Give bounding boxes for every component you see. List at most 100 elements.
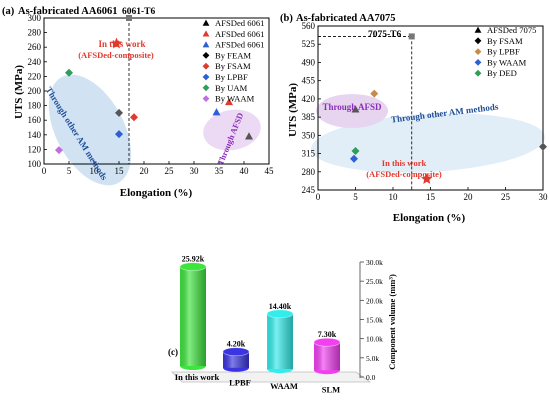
x-tick-label: 40 (240, 166, 250, 176)
point-afsded-6061-red (225, 97, 233, 106)
point-by-fsam (539, 142, 547, 151)
bar-lpbf: 4.20k LPBF (222, 340, 251, 387)
y-tick-label: 350 (302, 130, 316, 140)
afsd-region-a (203, 109, 261, 151)
point-afsded-6061-blue (212, 108, 221, 116)
c-y-tick-label: 30.0k (366, 258, 383, 267)
y-tick-label: 525 (302, 39, 316, 49)
point-by-fsam (130, 113, 138, 122)
y-tick-label: 260 (28, 42, 42, 52)
y-tick-label: 280 (302, 167, 316, 177)
x-tick-label: 10 (389, 192, 399, 202)
point-afsded-7075 (351, 105, 360, 113)
legend-marker-afsded-6061 (202, 19, 210, 26)
other-am-region-a (48, 74, 132, 186)
legend-marker-by-waam (202, 95, 210, 102)
legend-label-by-ded: By DED (487, 68, 517, 78)
other-am-region-b (311, 113, 545, 173)
bar-waam: 14.40k WAAM (266, 302, 298, 391)
x-tick-label: 30 (539, 192, 549, 202)
bar-category-label: WAAM (270, 381, 298, 391)
legend-label-afsded-6061: AFSDed 6061 (215, 40, 264, 50)
legend-marker-afsded-6061 (202, 30, 210, 37)
bar-shading (267, 313, 293, 369)
y-tick-label: 100 (28, 159, 42, 169)
legend-marker-by-uam (202, 84, 210, 92)
c-y-tick-label: 20.0k (366, 296, 383, 305)
y-axis-label-a: UTS (MPa) (13, 65, 25, 119)
bar-top (313, 337, 341, 347)
legend-label-afsded-6061: AFSDed 6061 (215, 18, 264, 28)
panel-c: 0.0 5.0k 10.0k 15.0k 20.0k 25.0k 30.0k 25.92k I… (168, 255, 397, 395)
x-tick-label: 5 (353, 192, 358, 202)
y-tick-label: 240 (28, 57, 42, 67)
bar-category-label: In this work (175, 372, 220, 382)
y-tick-label: 490 (302, 57, 316, 67)
x-tick-label: 0 (42, 166, 47, 176)
point-by-lpbf (370, 89, 379, 98)
legend-label-by-fsam: By FSAM (487, 36, 523, 46)
bar-floor (171, 371, 372, 383)
y-tick-label: 300 (28, 13, 42, 23)
legend-marker-afsded-7075 (474, 26, 482, 33)
y-axis-label-c: Component volume (mm³) (387, 274, 397, 370)
bar-value-label: 7.30k (318, 330, 337, 339)
panel-b-label: (b) (280, 13, 293, 24)
annotation-composite-b: (AFSDed-composite) (366, 169, 442, 179)
c-y-tick-label: 5.0k (366, 354, 379, 363)
y-tick-label: 140 (28, 130, 42, 140)
c-y-tick-label: 0.0 (366, 373, 376, 382)
legend-marker-by-waam (474, 59, 482, 66)
panel-b: (b) As-fabricated AA7075 0 5 10 15 20 25 30 245… (280, 13, 548, 224)
y-tick-label: 385 (302, 112, 316, 122)
legend-marker-by-lpbf (202, 73, 210, 81)
y-tick-label: 245 (302, 185, 316, 195)
x-tick-label: 25 (501, 192, 511, 202)
x-tick-label: 30 (190, 166, 200, 176)
bar-shading (314, 342, 340, 371)
x-tick-label: 20 (464, 192, 474, 202)
y-axis-label-b: UTS (MPa) (287, 83, 299, 137)
point-in-this-work (421, 173, 433, 184)
bar-value-label: 4.20k (227, 340, 246, 349)
legend-marker-by-ded (474, 69, 482, 77)
afsd-region-b (316, 94, 388, 128)
legend-marker-by-feam (202, 52, 210, 59)
bar-top (266, 309, 294, 319)
x-tick-label: 15 (426, 192, 436, 202)
x-tick-label: 15 (115, 166, 125, 176)
c-y-tick-label: 15.0k (366, 316, 383, 325)
y-tick-label: 200 (28, 86, 42, 96)
bar-shading (180, 266, 206, 366)
annotation-afsd-b: Through AFSD (322, 102, 382, 112)
reference-point (126, 15, 132, 21)
legend-label-by-waam: By WAAM (487, 57, 527, 67)
y-tick-label: 420 (302, 94, 316, 104)
legend-label-by-lpbf: By LPBF (487, 47, 520, 57)
x-axis-label-a: Elongation (%) (120, 187, 193, 199)
x-tick-label: 35 (215, 166, 225, 176)
point-by-feam (115, 108, 123, 117)
x-tick-label: 25 (165, 166, 175, 176)
y-tick-label: 160 (28, 115, 42, 125)
reference-label-a: 6061-T6 (122, 7, 156, 17)
panel-a-label: (a) (2, 6, 15, 17)
bar-shading (223, 351, 249, 368)
x-tick-label: 5 (67, 166, 72, 176)
legend-marker-by-fsam (474, 37, 482, 45)
y-tick-label: 180 (28, 101, 42, 111)
panel-a: (a) As-fabricated AA6061 0 5 10 15 20 25 30 35 4… (2, 6, 274, 199)
bar-category-label: SLM (322, 385, 340, 395)
legend-label-by-fsam: By FSAM (215, 61, 251, 71)
point-by-waam (350, 154, 358, 163)
legend-label-by-feam: By FEAM (215, 50, 251, 60)
x-tick-label: 10 (90, 166, 100, 176)
point-in-this-work (110, 37, 123, 49)
point-afsded-6061-black (245, 132, 253, 140)
y-tick-label: 220 (28, 71, 42, 81)
legend-label-by-uam: By UAM (215, 83, 248, 93)
